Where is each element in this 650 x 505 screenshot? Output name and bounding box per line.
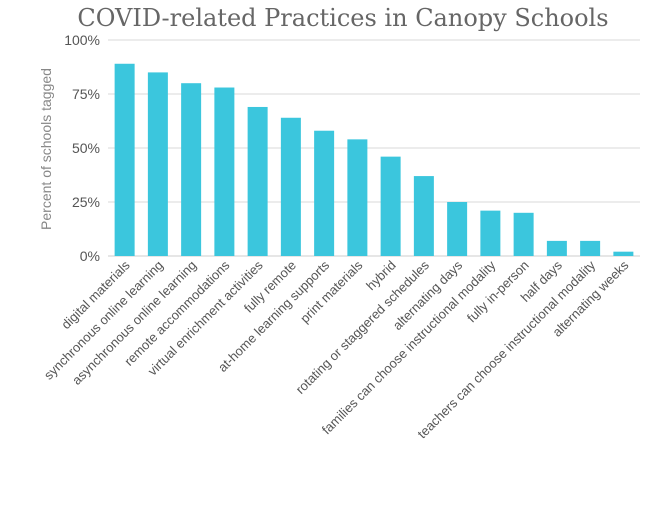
bar-alternating-weeks [613,251,634,256]
bar-half-days [546,240,567,256]
y-tick-label: 0% [80,248,100,264]
bar-hybrid [380,156,401,256]
bar-virtual-enrichment-activities [247,106,268,257]
bars [114,63,634,257]
y-axis-ticks: 0% 25% 50% 75% 100% [64,32,100,264]
bar-alternating-days [447,202,468,256]
bar-print-materials [347,139,368,256]
bar-at-home-learning-supports [314,130,335,256]
bar-synchronous-online-learning [147,72,168,257]
bar-digital-materials [114,63,135,257]
bar-remote-accommodations [214,87,235,257]
bar-families-can-choose-instructional-modality [480,210,501,256]
bar-teachers-can-choose-instructional-modality [580,240,601,256]
bar-asynchronous-online-learning [181,83,202,256]
bar-fully-in-person [513,212,534,256]
bar-rotating-or-staggered-schedules [413,176,434,256]
bar-fully-remote [280,117,301,256]
y-tick-label: 25% [72,194,100,210]
x-tick-label: asynchronous online learning [69,258,199,388]
y-axis-label: Percent of schools tagged [38,68,54,230]
chart-title: COVID-related Practices in Canopy School… [77,4,608,32]
y-tick-label: 75% [72,86,100,102]
y-tick-label: 50% [72,140,100,156]
y-tick-label: 100% [64,32,100,48]
